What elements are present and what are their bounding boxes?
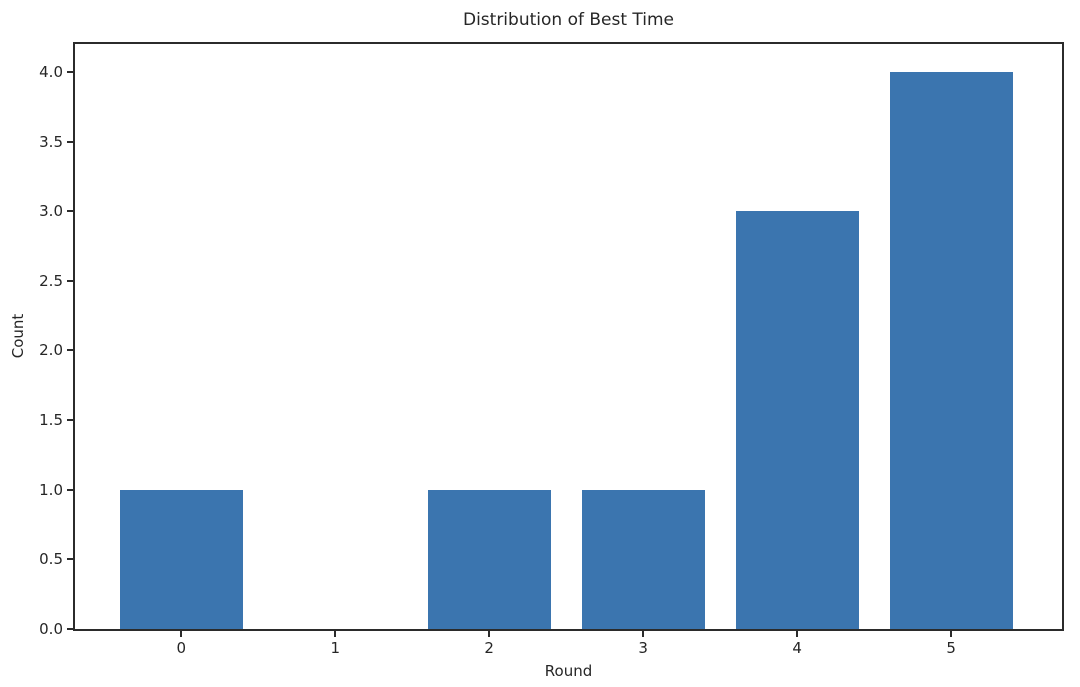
- y-axis-label: Count: [9, 313, 27, 359]
- y-tick-label: 4.0: [39, 62, 63, 81]
- x-tick-label: 2: [484, 639, 494, 657]
- y-tick-label: 2.5: [39, 271, 63, 290]
- y-tick-mark: [67, 419, 73, 422]
- chart-title: Distribution of Best Time: [462, 10, 675, 30]
- x-tick-label: 3: [638, 639, 648, 657]
- x-tick-mark: [180, 631, 183, 637]
- x-tick-mark: [334, 631, 337, 637]
- y-tick-mark: [67, 349, 73, 352]
- y-tick-label: 2.0: [39, 341, 63, 360]
- bar-round-4: [735, 211, 859, 629]
- x-tick-mark: [796, 631, 799, 637]
- bar-round-3: [581, 489, 705, 629]
- y-tick-mark: [67, 628, 73, 630]
- bar-round-2: [427, 489, 551, 629]
- x-tick-label: 5: [946, 639, 956, 657]
- y-tick-label: 3.0: [39, 202, 63, 221]
- y-tick-label: 1.0: [39, 480, 63, 499]
- x-tick-mark: [642, 631, 645, 637]
- x-tick-label: 0: [176, 639, 186, 657]
- x-tick-label: 4: [792, 639, 802, 657]
- y-tick-mark: [67, 210, 73, 213]
- bar-round-5: [889, 71, 1013, 629]
- y-tick-mark: [67, 279, 73, 282]
- x-tick-mark: [488, 631, 491, 637]
- x-tick-label: 1: [330, 639, 340, 657]
- y-tick-mark: [67, 140, 73, 143]
- y-tick-label: 1.5: [39, 411, 63, 430]
- y-tick-label: 3.5: [39, 132, 63, 151]
- y-tick-label: 0.5: [39, 550, 63, 569]
- y-tick-mark: [67, 488, 73, 491]
- plot-area: [73, 42, 1064, 631]
- x-axis-label: Round: [544, 662, 593, 680]
- y-tick-mark: [67, 70, 73, 73]
- y-tick-mark: [67, 558, 73, 561]
- x-tick-mark: [950, 631, 953, 637]
- y-tick-label: 0.0: [39, 620, 63, 638]
- bar-round-0: [119, 489, 243, 629]
